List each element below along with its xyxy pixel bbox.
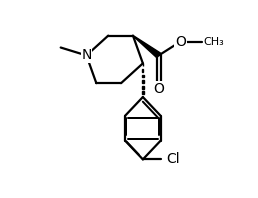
Polygon shape	[142, 91, 144, 94]
Text: O: O	[153, 82, 164, 96]
Polygon shape	[142, 69, 143, 72]
Polygon shape	[142, 86, 144, 89]
Text: CH₃: CH₃	[203, 37, 224, 47]
Text: O: O	[175, 35, 186, 49]
Polygon shape	[142, 80, 144, 83]
Text: Cl: Cl	[166, 152, 180, 166]
Polygon shape	[142, 75, 143, 77]
Text: N: N	[81, 49, 92, 62]
Polygon shape	[133, 35, 160, 58]
